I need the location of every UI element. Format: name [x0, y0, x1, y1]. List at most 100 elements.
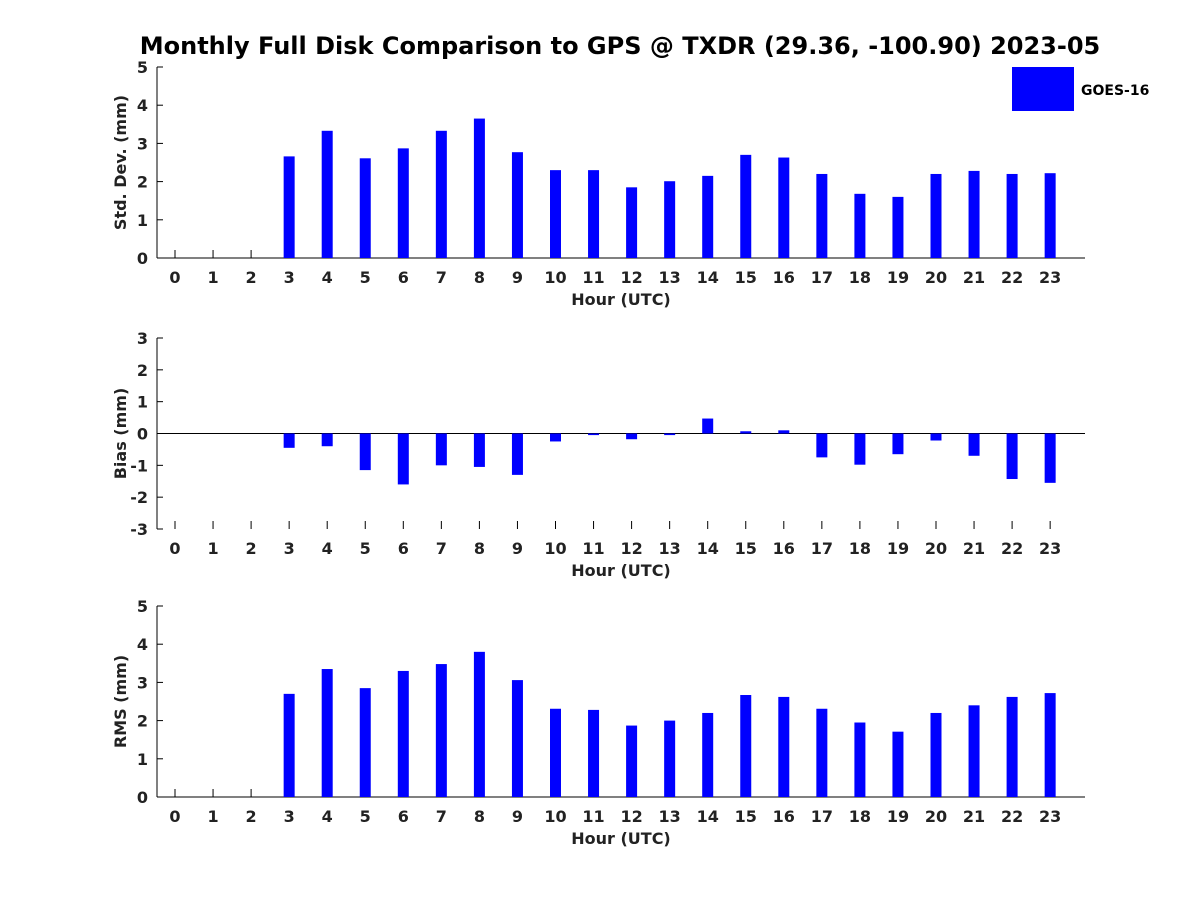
std-dev-xtick-label: 10 [544, 268, 566, 287]
rms-bar [511, 680, 523, 797]
figure-title: Monthly Full Disk Comparison to GPS @ TX… [140, 32, 1101, 60]
std-dev-xtick-label: 18 [849, 268, 871, 287]
bias-xtick-label: 17 [811, 539, 833, 558]
bias-bar [473, 433, 485, 467]
bias-ylabel: Bias (mm) [111, 388, 130, 480]
bias-bar [588, 433, 600, 436]
rms-xlabel: Hour (UTC) [571, 829, 671, 848]
rms-xtick-label: 0 [169, 807, 180, 826]
rms-xtick-label: 4 [322, 807, 333, 826]
rms-xtick-label: 21 [963, 807, 985, 826]
rms-xtick-label: 1 [207, 807, 218, 826]
bias-xtick-label: 21 [963, 539, 985, 558]
bias-xtick-label: 7 [436, 539, 447, 558]
bias-ytick-label: 3 [137, 329, 148, 348]
std-dev-xtick-label: 5 [360, 268, 371, 287]
std-dev-xtick-label: 2 [246, 268, 257, 287]
rms-bar [321, 669, 333, 797]
rms-xtick-label: 11 [582, 807, 604, 826]
std-dev-xtick-label: 15 [735, 268, 757, 287]
rms-bar [435, 664, 447, 797]
std-dev-xtick-label: 23 [1039, 268, 1061, 287]
bias-bar [397, 433, 409, 485]
std-dev-ytick-label: 2 [137, 173, 148, 192]
rms-bar [778, 696, 790, 797]
std-dev-bar [588, 170, 600, 258]
std-dev-xtick-label: 12 [620, 268, 642, 287]
std-dev-xtick-label: 3 [284, 268, 295, 287]
bias-xtick-label: 5 [360, 539, 371, 558]
std-dev-ylabel: Std. Dev. (mm) [111, 95, 130, 230]
rms-bar [588, 709, 600, 797]
rms-xtick-label: 10 [544, 807, 566, 826]
rms-xtick-label: 19 [887, 807, 909, 826]
rms-xtick-label: 7 [436, 807, 447, 826]
std-dev-bar [816, 173, 828, 258]
std-dev-bar [740, 154, 752, 258]
bias-xtick-label: 6 [398, 539, 409, 558]
rms-bar [892, 731, 904, 797]
bias-bar [435, 433, 447, 466]
std-dev-bar [550, 170, 561, 258]
std-dev-ytick-label: 1 [137, 211, 148, 230]
std-dev-bar [283, 156, 295, 258]
bias-ytick-label: 2 [137, 361, 148, 380]
std-dev-bar [1044, 173, 1056, 258]
std-dev-bar [702, 175, 714, 258]
legend-swatch-goes16 [1012, 67, 1074, 111]
std-dev-xtick-label: 6 [398, 268, 409, 287]
rms-xtick-label: 5 [360, 807, 371, 826]
rms-xtick-label: 22 [1001, 807, 1023, 826]
bias-xtick-label: 18 [849, 539, 871, 558]
rms-xtick-label: 17 [811, 807, 833, 826]
bias-bar [778, 430, 790, 434]
std-dev-ytick-label: 0 [137, 249, 148, 268]
rms-bar [968, 705, 980, 797]
bias-xtick-label: 22 [1001, 539, 1023, 558]
rms-bar [930, 712, 942, 797]
std-dev-xtick-label: 22 [1001, 268, 1023, 287]
bias-bar [283, 433, 295, 448]
bias-xtick-label: 4 [322, 539, 333, 558]
bias-xtick-label: 16 [773, 539, 795, 558]
std-dev-bar [1006, 173, 1018, 258]
bias-bar [816, 433, 828, 458]
std-dev-xtick-label: 7 [436, 268, 447, 287]
std-dev-xtick-label: 4 [322, 268, 333, 287]
bias-xlabel: Hour (UTC) [571, 561, 671, 580]
std-dev-bar [511, 152, 523, 258]
std-dev-bar [892, 196, 904, 258]
bias-xtick-label: 14 [697, 539, 719, 558]
rms-ytick-label: 2 [137, 712, 148, 731]
std-dev-xtick-label: 19 [887, 268, 909, 287]
bias-xtick-label: 19 [887, 539, 909, 558]
bias-bar [930, 433, 942, 441]
bias-bar [550, 433, 561, 442]
rms-bar [1044, 693, 1056, 797]
rms-xtick-label: 6 [398, 807, 409, 826]
std-dev-xtick-label: 8 [474, 268, 485, 287]
bias-xtick-label: 3 [284, 539, 295, 558]
bias-xtick-label: 15 [735, 539, 757, 558]
std-dev-bar [778, 157, 790, 258]
std-dev-bar [473, 118, 485, 258]
bias-xtick-label: 13 [659, 539, 681, 558]
rms-bar [816, 708, 828, 797]
bias-xtick-label: 8 [474, 539, 485, 558]
bias-ytick-label: 0 [137, 425, 148, 444]
std-dev-ytick-label: 5 [137, 58, 148, 77]
std-dev-xtick-label: 11 [582, 268, 604, 287]
bias-xtick-label: 0 [169, 539, 180, 558]
bias-bar [511, 433, 523, 475]
rms-xtick-label: 18 [849, 807, 871, 826]
bias-bar [740, 431, 752, 434]
rms-bar [854, 722, 866, 797]
rms-xtick-label: 12 [620, 807, 642, 826]
std-dev-bar [397, 148, 409, 258]
bias-ytick-label: 1 [137, 393, 148, 412]
rms-bar [664, 720, 676, 797]
std-dev-xlabel: Hour (UTC) [571, 290, 671, 309]
std-dev-xtick-label: 9 [512, 268, 523, 287]
bias-bar [702, 418, 714, 434]
